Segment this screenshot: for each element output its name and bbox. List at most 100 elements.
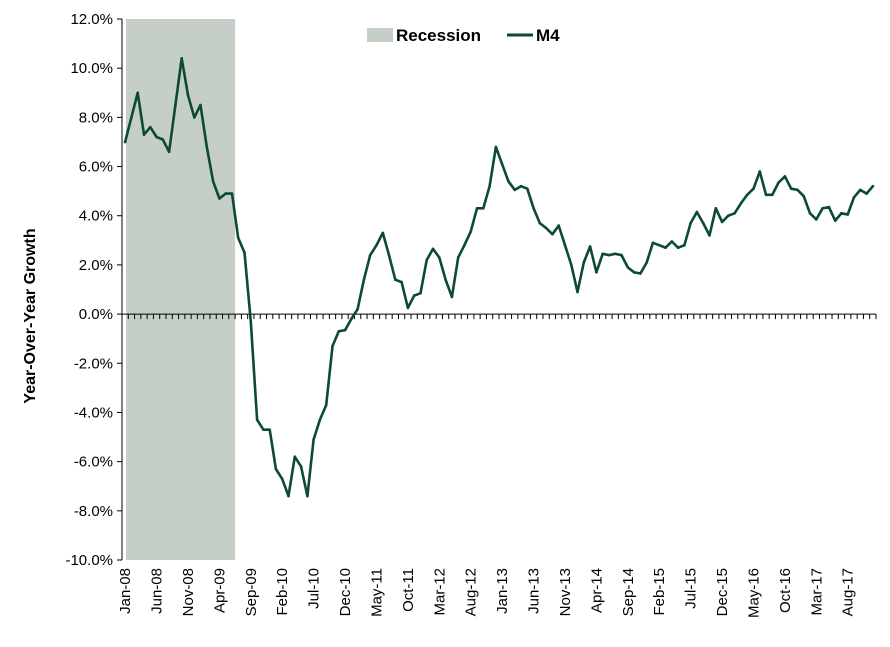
m4-data-point (450, 295, 454, 299)
m4-data-point (350, 317, 353, 321)
m4-data-point (764, 193, 768, 197)
legend-recession-label: Recession (396, 26, 481, 45)
m4-data-point (425, 258, 429, 262)
m4-data-point (676, 246, 680, 249)
x-tick-label: Sep-09 (243, 568, 260, 616)
m4-data-point (230, 192, 234, 195)
m4-data-point (438, 256, 441, 259)
m4-data-point (601, 252, 604, 256)
m4-data-point (224, 192, 227, 195)
m4-data-point (840, 212, 843, 215)
m4-data-point (714, 207, 718, 210)
m4-data-point (865, 192, 868, 195)
m4-data-point (551, 232, 554, 236)
m4-data-point (771, 193, 774, 197)
m4-data-point (620, 253, 623, 257)
y-tick-label: -10.0% (65, 552, 113, 569)
m4-data-point (752, 187, 755, 190)
m4-series-line (123, 56, 875, 498)
x-tick-label: Oct-16 (777, 568, 794, 613)
m4-data-point (538, 221, 542, 225)
m4-data-point (588, 245, 592, 248)
y-ticks: -10.0% -8.0% -6.0% -4.0% -2.0% 0.0% 2.0% 4.0% 6.… (65, 11, 122, 569)
m4-data-point (356, 307, 359, 311)
legend: Recession M4 (367, 26, 560, 45)
m4-data-point (406, 306, 410, 310)
y-tick-label: -4.0% (74, 404, 113, 421)
m4-data-point (375, 243, 378, 247)
m4-data-point (833, 219, 837, 222)
m4-data-point (387, 253, 391, 257)
y-axis-title: Year-Over-Year Growth (22, 228, 39, 403)
m4-data-point (488, 184, 491, 188)
m4-data-point (280, 477, 284, 481)
m4-data-point (362, 278, 366, 282)
m4-data-point (701, 221, 705, 225)
m4-data-point (205, 145, 209, 149)
y-tick-label: -2.0% (74, 355, 113, 372)
y-tick-label: -8.0% (74, 503, 113, 520)
m4-data-point (815, 218, 818, 221)
m4-data-point (475, 207, 479, 210)
m4-data-point (368, 253, 372, 257)
x-tick-label: Aug-12 (463, 568, 480, 616)
m4-data-point (808, 212, 812, 215)
m4-data-point (513, 188, 516, 192)
x-tick-label: Jun-13 (526, 568, 543, 614)
legend-m4-label: M4 (536, 26, 560, 45)
y-tick-label: 10.0% (70, 60, 113, 77)
x-tick-label: Jul-10 (306, 568, 323, 609)
x-tick-label: Nov-08 (180, 568, 197, 616)
x-tick-label: Aug-17 (840, 568, 857, 616)
m4-data-point (570, 263, 573, 267)
m4-data-point (777, 181, 780, 184)
m4-data-point (174, 103, 177, 107)
m4-data-point (859, 188, 862, 192)
m4-data-point (293, 455, 297, 459)
x-tick-label: Apr-14 (588, 568, 605, 613)
m4-data-point (186, 93, 190, 97)
m4-data-point (821, 207, 824, 210)
x-ticks: Jan-08 Jun-08 Nov-08 Apr-09 Sep-09 Feb-10 Jul-… (117, 314, 877, 618)
m4-data-point (657, 243, 661, 247)
m4-data-point (639, 272, 642, 275)
y-tick-label: 0.0% (79, 306, 113, 323)
m4-data-point (123, 140, 127, 144)
m4-data-point (318, 418, 322, 422)
m4-data-point (664, 246, 667, 249)
y-tick-label: 8.0% (79, 109, 113, 126)
x-tick-label: Dec-10 (337, 568, 354, 616)
x-tick-label: Jun-08 (149, 568, 166, 614)
y-tick-label: 2.0% (79, 257, 113, 274)
m4-data-point (683, 243, 686, 247)
m4-data-point (708, 234, 711, 237)
m4-data-point (274, 467, 278, 471)
m4-data-point (871, 184, 875, 188)
m4-data-point (287, 494, 290, 498)
x-tick-label: Dec-15 (714, 568, 731, 616)
recession-band (126, 19, 236, 560)
m4-data-point (331, 344, 334, 348)
m4-data-point (576, 290, 579, 294)
m4-data-point (381, 231, 385, 235)
x-tick-label: Jan-13 (494, 568, 511, 614)
m4-data-point (343, 328, 347, 332)
x-tick-label: May-11 (369, 568, 386, 617)
m4-data-point (299, 465, 303, 468)
m4-data-point (155, 135, 158, 139)
m4-data-point (789, 187, 793, 190)
m4-data-point (626, 266, 630, 269)
m4-data-point (167, 150, 171, 154)
m4-data-point (180, 57, 183, 60)
m4-data-point (727, 214, 730, 217)
m4-data-point (136, 91, 139, 95)
x-tick-label: Feb-15 (651, 568, 668, 616)
x-tick-label: Apr-09 (211, 568, 228, 613)
m4-data-point (846, 213, 849, 216)
x-tick-label: Jan-08 (117, 568, 134, 614)
m4-data-point (613, 252, 617, 256)
y-tick-label: 4.0% (79, 208, 113, 225)
y-tick-label: 6.0% (79, 159, 113, 176)
x-tick-label: Feb-10 (274, 568, 291, 616)
m4-data-point (651, 241, 655, 245)
